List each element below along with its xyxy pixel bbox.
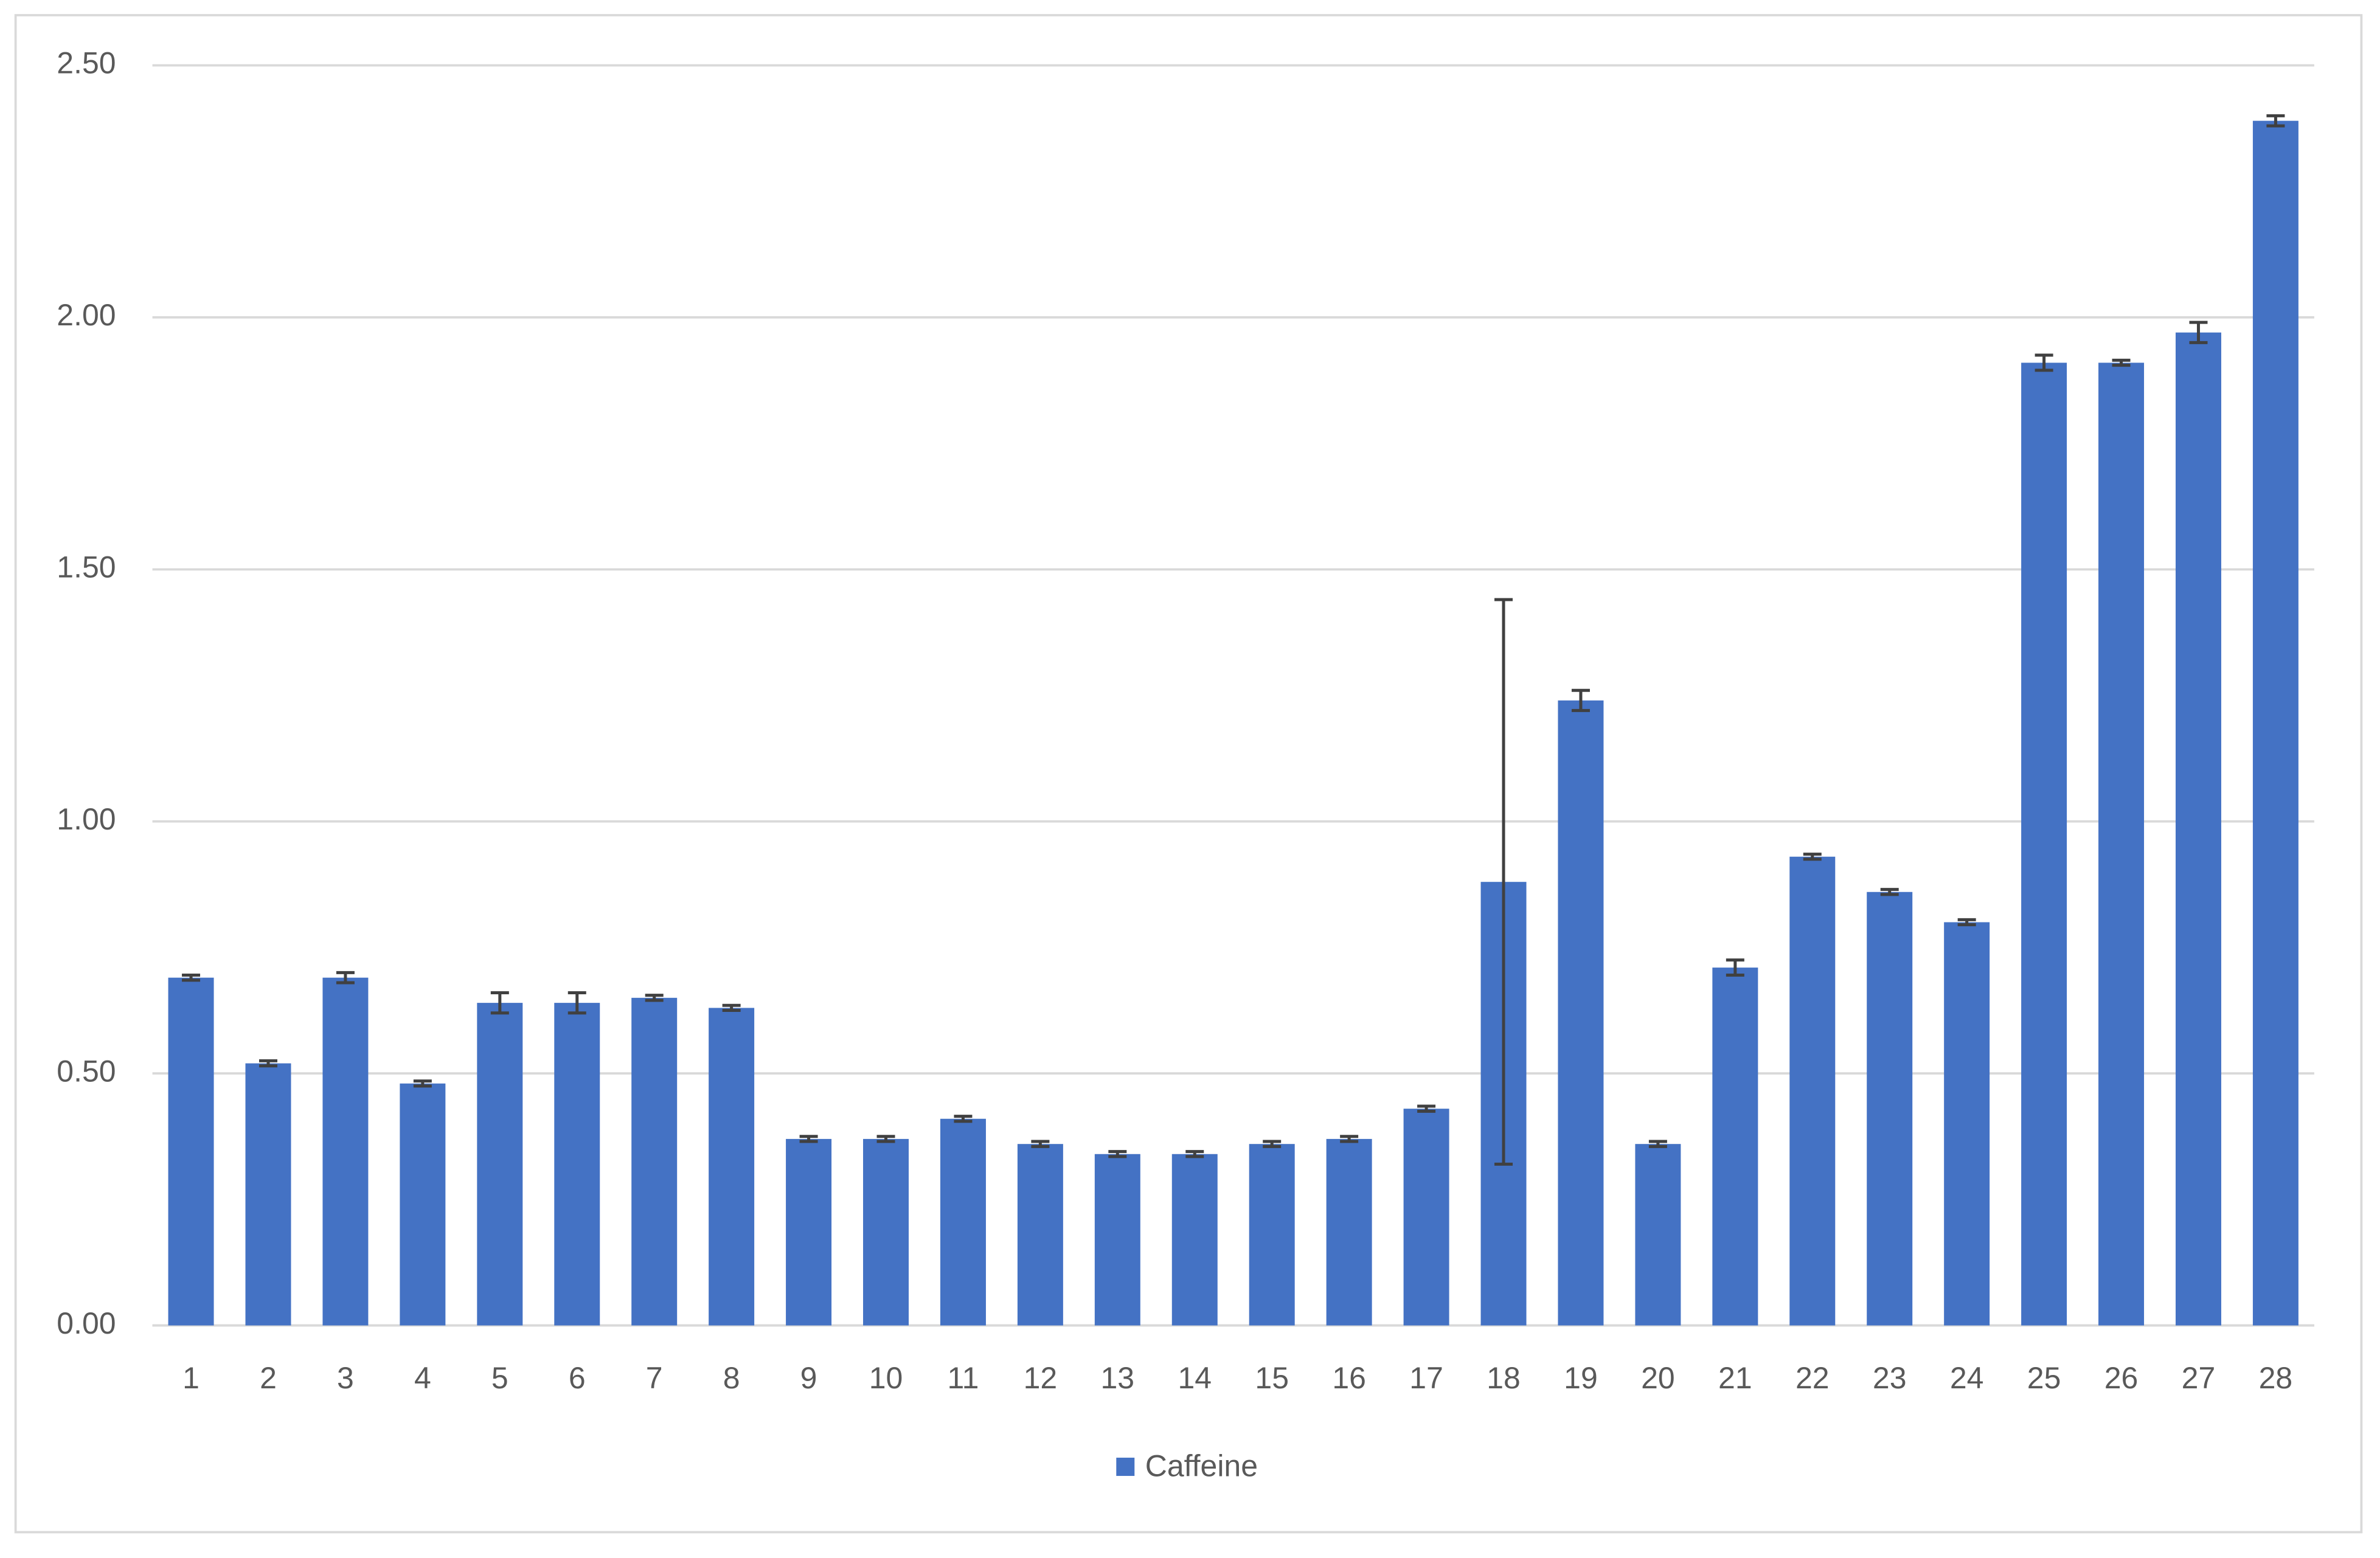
y-tick-label: 0.00 (57, 1306, 116, 1340)
x-tick-label: 5 (491, 1361, 508, 1395)
x-tick-label: 24 (1950, 1361, 1984, 1395)
error-bar (1494, 598, 1513, 1166)
x-tick-label: 25 (2027, 1361, 2061, 1395)
bar (1558, 700, 1604, 1326)
x-tick-label: 7 (646, 1361, 663, 1395)
x-tick-label: 2 (260, 1361, 277, 1395)
bar (1635, 1144, 1681, 1326)
error-bar (1185, 1150, 1204, 1158)
x-tick-label: 28 (2259, 1361, 2293, 1395)
x-tick-label: 16 (1332, 1361, 1366, 1395)
bar (863, 1138, 909, 1326)
x-tick-label: 3 (337, 1361, 354, 1395)
error-bar (876, 1135, 895, 1143)
bar (2175, 332, 2221, 1326)
error-bar (2035, 353, 2053, 372)
bar (2021, 362, 2067, 1326)
x-tick-label: 23 (1873, 1361, 1907, 1395)
bar (477, 1003, 523, 1326)
error-bar (1571, 688, 1590, 712)
error-bar (490, 991, 509, 1015)
bar (1403, 1109, 1449, 1326)
x-tick-label: 6 (569, 1361, 586, 1395)
error-bar (1726, 958, 1744, 977)
error-bar (1648, 1140, 1667, 1148)
error-bar (1880, 888, 1899, 896)
bar (1249, 1144, 1295, 1326)
error-bar (2189, 320, 2208, 344)
x-tick-label: 27 (2182, 1361, 2216, 1395)
error-bar (1340, 1135, 1359, 1143)
error-bar (258, 1059, 277, 1068)
bar (245, 1063, 291, 1326)
error-bar (567, 991, 586, 1015)
y-tick-label: 0.50 (57, 1054, 116, 1088)
error-bar (413, 1079, 432, 1088)
bar (554, 1003, 600, 1326)
x-tick-label: 10 (869, 1361, 903, 1395)
error-bar (2112, 358, 2131, 367)
error-bar (2266, 114, 2285, 128)
x-tick-label: 9 (800, 1361, 817, 1395)
x-tick-label: 4 (414, 1361, 431, 1395)
bar (1171, 1154, 1218, 1326)
legend-label: Caffeine (1145, 1449, 1258, 1483)
x-tick-label: 18 (1487, 1361, 1521, 1395)
x-tick-label: 20 (1641, 1361, 1675, 1395)
error-bar (722, 1003, 741, 1013)
bar (1867, 892, 1913, 1326)
error-bar (954, 1115, 973, 1123)
error-bar (645, 994, 664, 1002)
x-tick-label: 13 (1101, 1361, 1135, 1395)
bar (1017, 1144, 1063, 1326)
x-tick-label: 1 (182, 1361, 199, 1395)
bar (168, 977, 214, 1326)
y-tick-label: 1.00 (57, 802, 116, 836)
bar (786, 1138, 832, 1326)
legend-swatch (1116, 1458, 1135, 1477)
x-tick-label: 8 (723, 1361, 740, 1395)
y-tick-label: 2.00 (57, 298, 116, 332)
bar (2098, 362, 2145, 1326)
x-tick-label: 15 (1255, 1361, 1289, 1395)
x-tick-label: 26 (2104, 1361, 2139, 1395)
error-bar (1957, 918, 1976, 927)
y-tick-label: 1.50 (57, 550, 116, 584)
bar (2252, 120, 2298, 1326)
x-tick-label: 14 (1178, 1361, 1212, 1395)
bar (1094, 1154, 1140, 1326)
bar (400, 1083, 446, 1326)
x-tick-label: 21 (1718, 1361, 1752, 1395)
x-tick-label: 19 (1564, 1361, 1598, 1395)
error-bar (1803, 853, 1822, 861)
error-bar (1263, 1140, 1282, 1148)
x-tick-label: 11 (948, 1361, 979, 1395)
error-bar (182, 974, 201, 982)
bar (322, 977, 369, 1326)
error-bar (336, 971, 355, 985)
bar (709, 1008, 755, 1326)
error-bar (1108, 1150, 1127, 1158)
bar (1944, 922, 1990, 1326)
bar (940, 1118, 986, 1326)
bar (1789, 856, 1836, 1326)
bar (1326, 1138, 1372, 1326)
error-bar (1031, 1140, 1050, 1148)
bar (1712, 968, 1758, 1326)
x-tick-label: 17 (1409, 1361, 1443, 1395)
error-bar (1417, 1104, 1436, 1113)
y-tick-label: 2.50 (57, 46, 116, 80)
bar (631, 997, 678, 1326)
x-tick-label: 22 (1795, 1361, 1830, 1395)
error-bar (799, 1135, 818, 1143)
x-tick-label: 12 (1024, 1361, 1058, 1395)
